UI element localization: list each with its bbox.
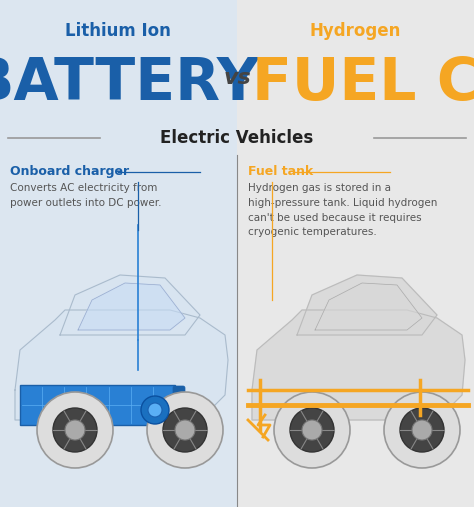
- Text: BATTERY: BATTERY: [0, 55, 260, 112]
- Polygon shape: [60, 275, 200, 335]
- FancyBboxPatch shape: [173, 386, 185, 424]
- Polygon shape: [315, 283, 422, 330]
- Circle shape: [37, 392, 113, 468]
- Circle shape: [147, 392, 223, 468]
- Circle shape: [65, 420, 85, 440]
- Bar: [0, 0, 237, 507]
- Circle shape: [400, 408, 444, 452]
- Text: Hydrogen gas is stored in a
high-pressure tank. Liquid hydrogen
can't be used be: Hydrogen gas is stored in a high-pressur…: [248, 183, 438, 237]
- Text: FUEL C: FUEL C: [252, 55, 474, 112]
- Circle shape: [141, 396, 169, 424]
- Circle shape: [175, 420, 195, 440]
- Circle shape: [53, 408, 97, 452]
- Circle shape: [274, 392, 350, 468]
- Bar: [237, 0, 474, 507]
- Text: Hydrogen: Hydrogen: [310, 22, 401, 40]
- Text: Lithium Ion: Lithium Ion: [65, 22, 171, 40]
- Text: Electric Vehicles: Electric Vehicles: [160, 129, 314, 147]
- Circle shape: [290, 408, 334, 452]
- Text: Converts AC electricity from
power outlets into DC power.: Converts AC electricity from power outle…: [10, 183, 162, 208]
- Circle shape: [384, 392, 460, 468]
- Circle shape: [412, 420, 432, 440]
- Polygon shape: [252, 310, 465, 420]
- Text: vs: vs: [223, 68, 251, 88]
- Polygon shape: [297, 275, 437, 335]
- Polygon shape: [15, 310, 228, 420]
- Circle shape: [148, 403, 162, 417]
- Text: Fuel tank: Fuel tank: [248, 165, 313, 178]
- Bar: [20, 385, 175, 425]
- Polygon shape: [78, 283, 185, 330]
- Circle shape: [163, 408, 207, 452]
- Text: Onboard charger: Onboard charger: [10, 165, 129, 178]
- Circle shape: [302, 420, 322, 440]
